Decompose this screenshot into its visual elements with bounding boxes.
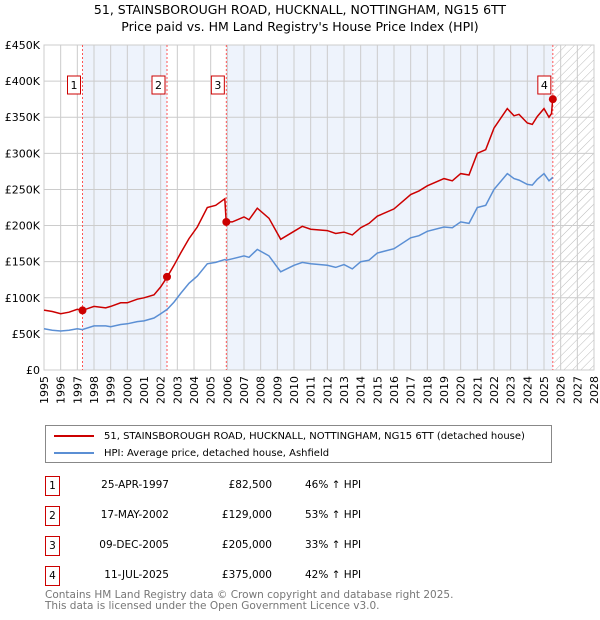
x-tick-label: 2020 (455, 376, 468, 404)
shaded-ownership-3 (226, 45, 553, 370)
chart-subtitle: Price paid vs. HM Land Registry's House … (121, 19, 479, 34)
legend-item-hpi: HPI: Average price, detached house, Ashf… (54, 445, 329, 461)
property-price-line (43, 99, 554, 315)
sale-date: 25-APR-1997 (101, 479, 169, 491)
price-chart: 1995 1996 1997 1998 1999 2000 2001 2002 2003 2004… (5, 39, 600, 404)
sale-price: £129,000 (221, 509, 272, 521)
x-tick-label: 2026 (555, 376, 568, 404)
x-tick-label: 1998 (88, 376, 101, 404)
x-tick-label: 2022 (488, 376, 501, 404)
x-tick-label: 2027 (571, 376, 584, 404)
y-tick-label: £200K (5, 220, 41, 233)
x-tick-label: 2005 (205, 376, 218, 404)
x-tick-label: 2008 (255, 376, 268, 404)
sale-price: £375,000 (221, 569, 272, 581)
x-tick-label: 2017 (405, 376, 418, 404)
sale-number: 4 (45, 566, 60, 586)
x-tick-label: 2007 (238, 376, 251, 404)
sale-point (222, 217, 231, 226)
x-tick-label: 2009 (271, 376, 284, 404)
sale-label-box (151, 75, 166, 95)
sale-row: 2 17-MAY-2002 £129,000 53% ↑ HPI (45, 506, 445, 526)
y-tick-label: £450K (5, 39, 41, 52)
sale-price: £82,500 (228, 479, 272, 491)
hpi-line (43, 172, 554, 332)
x-tick-label: 2003 (171, 376, 184, 404)
footer-copyright: Contains HM Land Registry data © Crown c… (45, 589, 454, 601)
x-tick-label: 1996 (55, 376, 68, 404)
footer: Contains HM Land Registry data © Crown c… (45, 590, 453, 612)
sale-hpi-change: 42% ↑ HPI (305, 569, 362, 581)
x-tick-label: 1995 (38, 376, 51, 404)
x-tick-label: 2001 (138, 376, 151, 404)
x-tick-label: 2024 (521, 376, 534, 404)
sale-date: 11-JUL-2025 (104, 569, 169, 581)
sale-point (78, 306, 87, 315)
x-tick-label: 2016 (388, 376, 401, 404)
x-tick-label: 2002 (155, 376, 168, 404)
sale-number: 3 (45, 536, 60, 556)
x-tick-label: 2021 (471, 376, 484, 404)
sale-hpi-change: 53% ↑ HPI (305, 509, 362, 521)
sale-date: 09-DEC-2005 (99, 539, 169, 551)
y-tick-label: £400K (5, 75, 41, 88)
sale-label-box (537, 75, 552, 95)
sale-hpi-change: 46% ↑ HPI (305, 479, 362, 491)
x-tick-label: 2000 (121, 376, 134, 404)
legend-label-property: 51, STAINSBOROUGH ROAD, HUCKNALL, NOTTIN… (104, 430, 525, 442)
sale-point (548, 95, 557, 104)
sale-label-box (210, 75, 225, 95)
chart-title: 51, STAINSBOROUGH ROAD, HUCKNALL, NOTTIN… (93, 2, 507, 17)
x-tick-label: 2014 (355, 376, 368, 404)
sale-row: 4 11-JUL-2025 £375,000 42% ↑ HPI (45, 566, 445, 586)
sale-row: 3 09-DEC-2005 £205,000 33% ↑ HPI (45, 536, 445, 556)
y-tick-label: £50K (12, 328, 41, 341)
x-tick-label: 2004 (188, 376, 201, 404)
forecast-hatch (554, 45, 594, 370)
plot-frame (43, 44, 595, 371)
sale-price: £205,000 (221, 539, 272, 551)
x-tick-label: 2018 (421, 376, 434, 404)
sale-label-number: 2 (155, 79, 162, 92)
y-tick-label: £300K (5, 147, 41, 160)
x-tick-label: 2011 (305, 376, 318, 404)
sale-label-box (67, 75, 81, 95)
y-tick-label: £0 (26, 364, 40, 377)
legend-swatch-red (54, 435, 94, 437)
sale-hpi-change: 33% ↑ HPI (305, 539, 362, 551)
footer-licence: This data is licensed under the Open Gov… (45, 600, 380, 612)
legend-item-property: 51, STAINSBOROUGH ROAD, HUCKNALL, NOTTIN… (54, 428, 525, 444)
x-tick-label: 2023 (505, 376, 518, 404)
x-tick-label: 2019 (438, 376, 451, 404)
legend-swatch-blue (54, 452, 94, 454)
y-tick-label: £350K (5, 111, 41, 124)
sale-point (163, 272, 171, 281)
sale-label-number: 1 (71, 79, 78, 92)
x-tick-label: 2010 (288, 376, 301, 404)
y-tick-label: £150K (5, 256, 41, 269)
x-tick-label: 2015 (371, 376, 384, 404)
x-tick-label: 2012 (321, 376, 334, 404)
sale-number: 2 (45, 506, 60, 526)
legend-label-hpi: HPI: Average price, detached house, Ashf… (104, 447, 330, 459)
y-tick-label: £250K (5, 183, 41, 196)
legend: 51, STAINSBOROUGH ROAD, HUCKNALL, NOTTIN… (45, 425, 552, 463)
shaded-ownership-1 (82, 45, 167, 370)
x-tick-label: 1999 (105, 376, 118, 404)
sale-number: 1 (45, 476, 60, 496)
x-tick-label: 1997 (71, 376, 84, 404)
sale-row: 1 25-APR-1997 £82,500 46% ↑ HPI (45, 476, 445, 496)
x-tick-label: 2013 (338, 376, 351, 404)
sale-date: 17-MAY-2002 (100, 509, 169, 521)
x-tick-label: 2028 (588, 376, 600, 404)
y-tick-label: £100K (5, 292, 41, 305)
sale-label-number: 4 (541, 79, 548, 92)
x-tick-label: 2006 (221, 376, 234, 404)
sale-label-number: 3 (214, 79, 221, 92)
x-tick-label: 2025 (538, 376, 551, 404)
